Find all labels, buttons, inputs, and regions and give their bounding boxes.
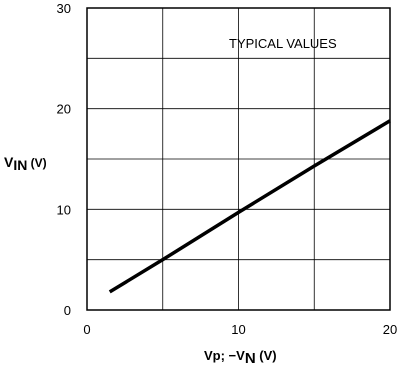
- y-axis-label-sub: IN: [13, 157, 27, 173]
- series-line: [108, 119, 391, 294]
- x-tick-label: 10: [231, 322, 245, 337]
- x-tick-label: 20: [383, 322, 397, 337]
- y-tick-label: 30: [57, 1, 71, 16]
- y-axis-label-main: V: [4, 154, 14, 170]
- x-axis-label-main: Vp; −V: [204, 348, 245, 363]
- y-tick-label: 10: [57, 202, 71, 217]
- x-axis-label-unit: (V): [256, 348, 277, 363]
- y-tick-label: 0: [64, 303, 71, 318]
- series-layer: [108, 119, 391, 294]
- plot-frame: [86, 7, 391, 311]
- y-tick-label: 20: [57, 102, 71, 117]
- y-axis-label-unit: (V): [27, 156, 46, 170]
- x-axis-label: Vp; −VN (V): [204, 348, 277, 367]
- annotation-typical-values: TYPICAL VALUES: [229, 36, 337, 51]
- y-tick-labels: 0 10 20 30: [57, 1, 71, 318]
- grid: [87, 8, 390, 310]
- x-tick-label: 0: [83, 322, 90, 337]
- x-tick-labels: 0 10 20: [83, 322, 397, 337]
- y-axis-label: VIN (V): [4, 154, 47, 173]
- x-axis-label-sub: N: [245, 350, 256, 367]
